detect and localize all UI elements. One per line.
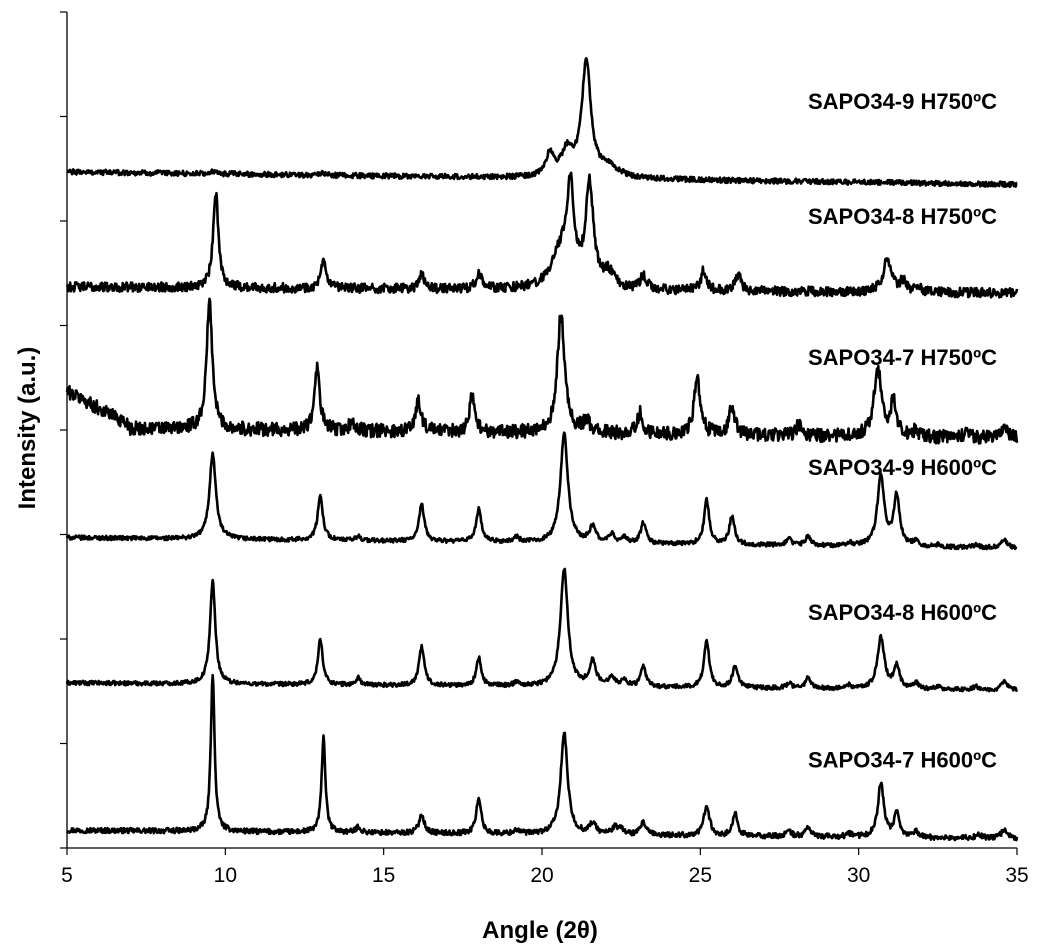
series-label: SAPO34-7 H600ºC <box>808 748 997 773</box>
series-label: SAPO34-9 H600ºC <box>808 455 997 480</box>
x-tick-label: 35 <box>1005 864 1028 887</box>
series-line <box>65 567 1019 693</box>
series-line <box>65 431 1018 551</box>
y-axis-title: Intensity (a.u.) <box>14 347 41 510</box>
series-line <box>65 171 1019 299</box>
series-line <box>65 673 1019 842</box>
x-axis-title: Angle (2θ) <box>482 917 598 944</box>
x-tick-label: 15 <box>372 864 395 887</box>
series-label: SAPO34-8 H750ºC <box>808 204 997 229</box>
x-tick-label: 25 <box>689 864 712 887</box>
series-labels: SAPO34-7 H600ºC SAPO34-8 H600ºC SAPO34-9 H… <box>808 89 997 772</box>
series-label: SAPO34-9 H750ºC <box>808 89 997 114</box>
series-line <box>65 297 1019 445</box>
x-tick-label: 5 <box>61 864 73 887</box>
series-label: SAPO34-8 H600ºC <box>808 600 997 625</box>
x-tick-label: 20 <box>530 864 553 887</box>
x-tick-label: 10 <box>214 864 237 887</box>
x-tick-label: 30 <box>847 864 870 887</box>
y-axis-ticks <box>60 11 67 849</box>
diffraction-traces <box>65 57 1019 842</box>
series-label: SAPO34-7 H750ºC <box>808 345 997 370</box>
series-line <box>66 57 1018 189</box>
x-axis-ticks: 5 10 15 20 25 30 35 <box>61 848 1029 887</box>
